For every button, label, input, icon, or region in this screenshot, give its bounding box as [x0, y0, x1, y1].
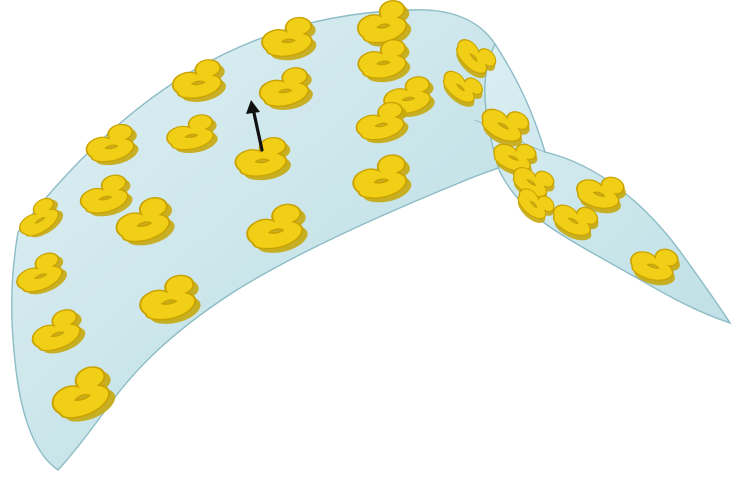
arrow-shaft: [252, 111, 264, 152]
token-face: [552, 204, 599, 236]
token-face: [352, 154, 408, 199]
token: [31, 309, 86, 354]
token: [352, 154, 412, 203]
token-face: [630, 248, 679, 281]
token: [234, 137, 291, 181]
token-face: [115, 197, 171, 243]
token: [19, 197, 64, 238]
token: [139, 274, 201, 324]
token-face: [261, 16, 313, 57]
token: [171, 59, 226, 102]
token-face: [481, 108, 530, 142]
token-face: [246, 203, 304, 250]
token: [261, 16, 317, 61]
token-face: [85, 123, 135, 163]
token: [51, 366, 116, 422]
token: [481, 108, 530, 147]
token: [630, 248, 680, 286]
token-face: [166, 114, 215, 151]
token-layer: [16, 0, 680, 422]
token: [246, 203, 308, 253]
token: [576, 176, 626, 214]
token-face: [139, 274, 197, 321]
token-face: [355, 101, 405, 141]
token-face: [51, 366, 111, 419]
arrow-head: [246, 100, 260, 114]
token-face: [234, 137, 288, 177]
token: [258, 67, 313, 110]
token: [115, 197, 175, 246]
token-face: [576, 176, 625, 209]
token: [16, 252, 68, 295]
token: [552, 204, 599, 241]
token: [355, 101, 409, 144]
token-face: [517, 188, 555, 220]
token-face: [357, 39, 407, 79]
token: [166, 114, 218, 154]
token: [85, 123, 139, 166]
token-face: [258, 67, 310, 107]
token-face: [456, 39, 497, 74]
token: [79, 174, 133, 217]
token-face: [19, 197, 60, 237]
token-face: [171, 59, 223, 99]
normal-vector: [246, 100, 264, 152]
token: [442, 70, 483, 107]
token-face: [16, 252, 63, 293]
token-face: [493, 143, 537, 172]
token: [456, 39, 497, 78]
token: [517, 188, 555, 223]
token-face: [79, 174, 129, 214]
token-face: [442, 70, 483, 103]
token-face: [31, 309, 82, 352]
token: [357, 39, 411, 83]
